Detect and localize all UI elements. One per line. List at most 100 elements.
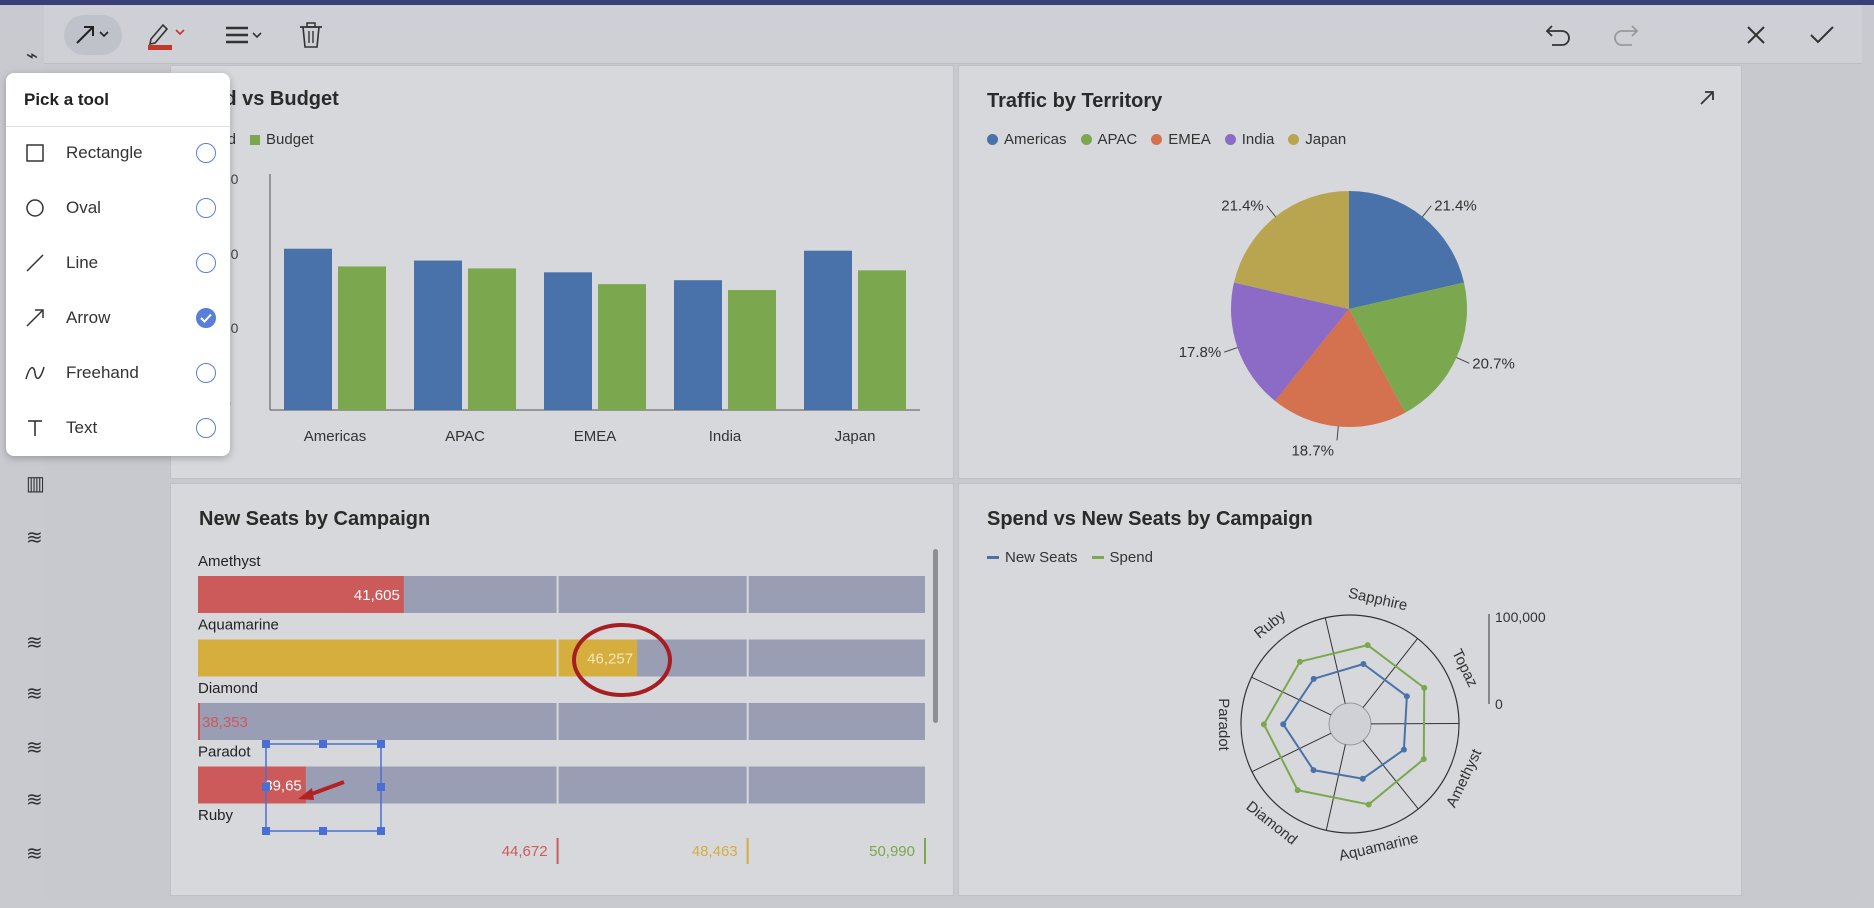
close-icon	[1747, 26, 1765, 44]
radar-point	[1420, 756, 1427, 763]
panel-title: Spend vs New Seats by Campaign	[987, 508, 1313, 530]
radar-point	[1400, 746, 1407, 753]
scrollbar[interactable]	[933, 549, 938, 723]
expand-button[interactable]	[1697, 88, 1717, 113]
line-style-icon	[226, 26, 262, 44]
threshold-label: 50,990	[869, 843, 915, 860]
redo-icon	[1614, 25, 1639, 46]
tool-option-text[interactable]: Text	[6, 404, 230, 452]
row-label-diamond: Diamond	[198, 680, 258, 697]
layers-icon: ≋	[26, 843, 43, 865]
legend-item-apac: APAC	[1080, 131, 1137, 148]
tool-option-label: Freehand	[66, 363, 139, 382]
bar-diamond	[198, 703, 200, 740]
legend-item-india: India	[1224, 131, 1274, 148]
bar-amethyst	[198, 576, 404, 613]
pie-data-label: 21.4%	[1221, 198, 1264, 215]
arrow-icon	[76, 26, 109, 44]
tool-option-freehand[interactable]: Freehand	[6, 349, 230, 397]
trash-icon	[300, 22, 322, 48]
bar-track	[198, 703, 925, 740]
app-right-edge	[1862, 5, 1874, 908]
check-icon	[1810, 26, 1834, 44]
panel-title: Traffic by Territory	[987, 90, 1163, 112]
radio-unchecked[interactable]	[196, 198, 216, 218]
bar-budget-japan	[858, 270, 906, 410]
radio-unchecked[interactable]	[196, 253, 216, 273]
redo-button[interactable]	[1608, 15, 1644, 55]
freehand-icon	[24, 363, 46, 383]
pie-slice-apac	[1349, 282, 1467, 413]
tool-select-button[interactable]	[64, 15, 122, 55]
radar-point	[1310, 767, 1317, 774]
pie-slice-emea	[1274, 309, 1406, 427]
layers-icon: ≋	[26, 632, 43, 654]
radar-scale-max: 100,000	[1495, 609, 1546, 625]
radar-point	[1359, 775, 1366, 782]
radar-point	[1364, 642, 1371, 649]
layers-icon: ≋	[26, 527, 43, 549]
undo-button[interactable]	[1540, 15, 1576, 55]
pie-leader-line	[1422, 205, 1432, 217]
radio-unchecked[interactable]	[196, 143, 216, 163]
bar-track	[198, 766, 925, 804]
close-button[interactable]	[1738, 15, 1774, 55]
delete-button[interactable]	[294, 15, 328, 55]
bar-spend-japan	[804, 250, 852, 410]
panel-title: end vs Budget	[201, 88, 339, 110]
bar-spend-india	[674, 280, 722, 410]
confirm-button[interactable]	[1804, 15, 1840, 55]
radar-point	[1310, 675, 1317, 682]
pie-data-label: 21.4%	[1434, 198, 1477, 215]
radio-unchecked[interactable]	[196, 418, 216, 438]
undo-icon	[1545, 25, 1570, 46]
radar-spoke	[1251, 732, 1332, 773]
radar-series-new-seats	[1282, 662, 1408, 780]
radar-point	[1294, 787, 1301, 794]
bar-budget-emea	[598, 284, 646, 410]
radar-chart: Sapphire Topaz Amethyst Aquamarine DiamondPa…	[1215, 585, 1546, 865]
row-label-aquamarine: Aquamarine	[198, 617, 279, 634]
radar-point	[1260, 721, 1267, 728]
x-tick-label: Americas	[304, 428, 367, 445]
expand-icon	[1700, 91, 1714, 105]
bar-budget-americas	[338, 266, 386, 410]
pie-data-label: 20.7%	[1472, 355, 1515, 372]
rectangle-icon	[24, 143, 46, 163]
pie-leader-line	[1456, 357, 1470, 364]
pie-leader-line	[1336, 426, 1339, 441]
line-icon	[24, 253, 46, 273]
tool-option-rectangle[interactable]: Rectangle	[6, 129, 230, 177]
radar-panel: Spend vs New Seats by Campaign New Seats…	[958, 483, 1742, 896]
line-style-button[interactable]	[219, 15, 269, 55]
layers-icon: ≋	[26, 789, 43, 811]
radar-spoke	[1324, 617, 1346, 704]
bar-aquamarine	[198, 639, 638, 677]
radar-scale-min: 0	[1495, 696, 1503, 712]
radio-unchecked[interactable]	[196, 363, 216, 383]
bar-budget-apac	[468, 268, 516, 410]
x-tick-label: EMEA	[574, 428, 617, 445]
radar-point	[1280, 721, 1287, 728]
row-label-paradot: Paradot	[198, 744, 251, 761]
legend-item-budget: Budget	[250, 131, 314, 148]
radar-spoke	[1251, 676, 1332, 716]
pen-color-button[interactable]	[142, 15, 192, 55]
tool-option-label: Text	[66, 418, 98, 437]
radio-checked[interactable]	[196, 308, 216, 328]
tool-option-label: Line	[66, 253, 99, 272]
radar-axis-label: Aquamarine	[1337, 830, 1420, 865]
radar-inner-ring	[1328, 702, 1372, 746]
pie-slice-india	[1231, 282, 1349, 401]
legend-item-spend: Spend	[1091, 549, 1153, 566]
tool-option-oval[interactable]: Oval	[6, 184, 230, 232]
tool-option-line[interactable]: Line	[6, 239, 230, 287]
legend-item-new-seats: New Seats	[987, 549, 1078, 566]
building-icon: ▥	[26, 473, 45, 495]
panel-title: New Seats by Campaign	[199, 508, 431, 530]
x-tick-label: APAC	[445, 428, 485, 445]
threshold-label: 48,463	[692, 843, 738, 860]
tool-option-arrow[interactable]: Arrow	[6, 294, 230, 342]
radar-point	[1403, 693, 1410, 700]
